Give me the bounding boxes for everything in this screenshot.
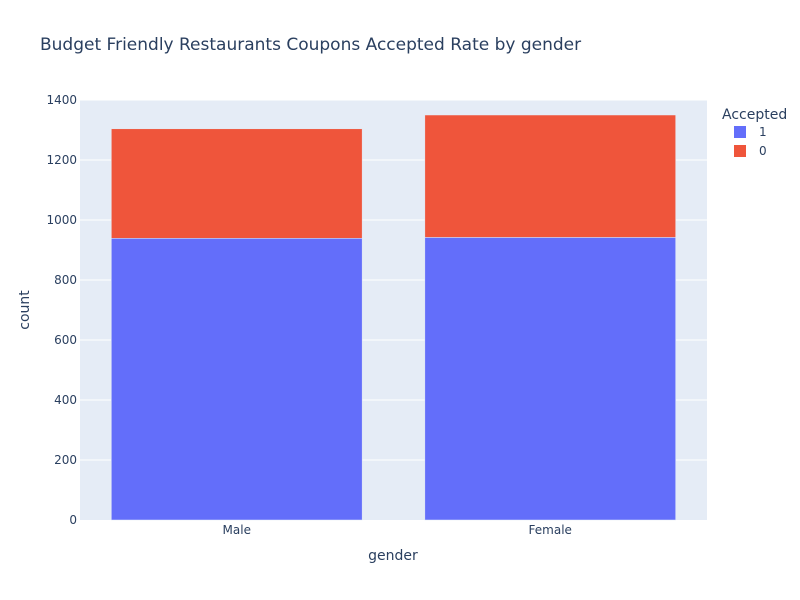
y-tick-label: 1000 (46, 213, 77, 227)
legend-swatch-0 (734, 145, 746, 157)
y-tick-label: 200 (54, 453, 77, 467)
bar-male-accepted-1 (111, 238, 363, 521)
y-tick-label: 600 (54, 333, 77, 347)
y-tick-label: 1200 (46, 153, 77, 167)
x-axis-title: gender (368, 548, 418, 564)
legend-label-1: 1 (759, 125, 767, 139)
legend-label-0: 0 (759, 144, 767, 158)
legend-swatch-1 (734, 126, 746, 138)
y-tick-label: 0 (69, 513, 77, 527)
chart-title: Budget Friendly Restaurants Coupons Acce… (40, 35, 581, 55)
bar-female-accepted-0 (424, 114, 676, 238)
y-axis-ticks: 0 200 400 600 800 1000 1200 1400 (46, 93, 77, 527)
bars (111, 114, 676, 521)
x-tick-label: Female (529, 523, 572, 537)
bar-female-accepted-1 (424, 237, 676, 521)
y-tick-label: 1400 (46, 93, 77, 107)
legend: Accepted 1 0 (722, 107, 787, 158)
x-tick-label: Male (223, 523, 251, 537)
y-tick-label: 800 (54, 273, 77, 287)
legend-title: Accepted (722, 107, 787, 123)
x-axis-ticks: Male Female (223, 523, 572, 537)
y-tick-label: 400 (54, 393, 77, 407)
y-axis-title: count (17, 290, 33, 330)
bar-male-accepted-0 (111, 128, 363, 239)
